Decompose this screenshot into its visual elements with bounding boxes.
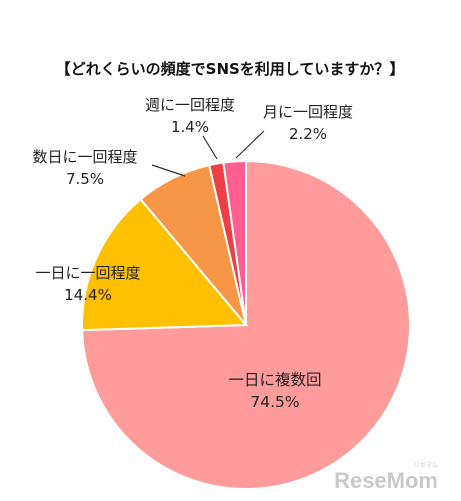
leader-line [235,130,265,159]
slice-label: 一日に複数回 [228,371,321,389]
slice-label: 数日に一回程度 [32,148,137,166]
logo-subtext: リセマム [414,462,438,469]
slice-value-label: 1.4% [171,118,209,136]
slice-label: 週に一回程度 [145,96,235,114]
leader-line [151,164,186,177]
slice-value-label: 7.5% [66,170,104,188]
slice-label: 一日に一回程度 [35,264,140,282]
slice-value-label: 74.5% [250,393,299,411]
leader-lines [151,130,265,177]
leader-line [202,135,218,160]
logo-text: ReseMom [334,468,438,493]
pie-slice [222,159,247,326]
pie-slices [81,159,411,490]
chart-title: 【どれくらいの頻度でSNSを利用していますか？】 [56,60,405,78]
slice-labels: 一日に複数回 74.5% 一日に一回程度 14.4% 数日に一回程度 7.5% 週に一回程度… [32,96,353,411]
slice-value-label: 2.2% [289,125,327,143]
pie-slice [81,197,249,332]
slice-label: 月に一回程度 [263,103,353,121]
slice-value-label: 14.4% [64,286,112,304]
resemom-logo: ReseMom リセマム [334,462,438,493]
